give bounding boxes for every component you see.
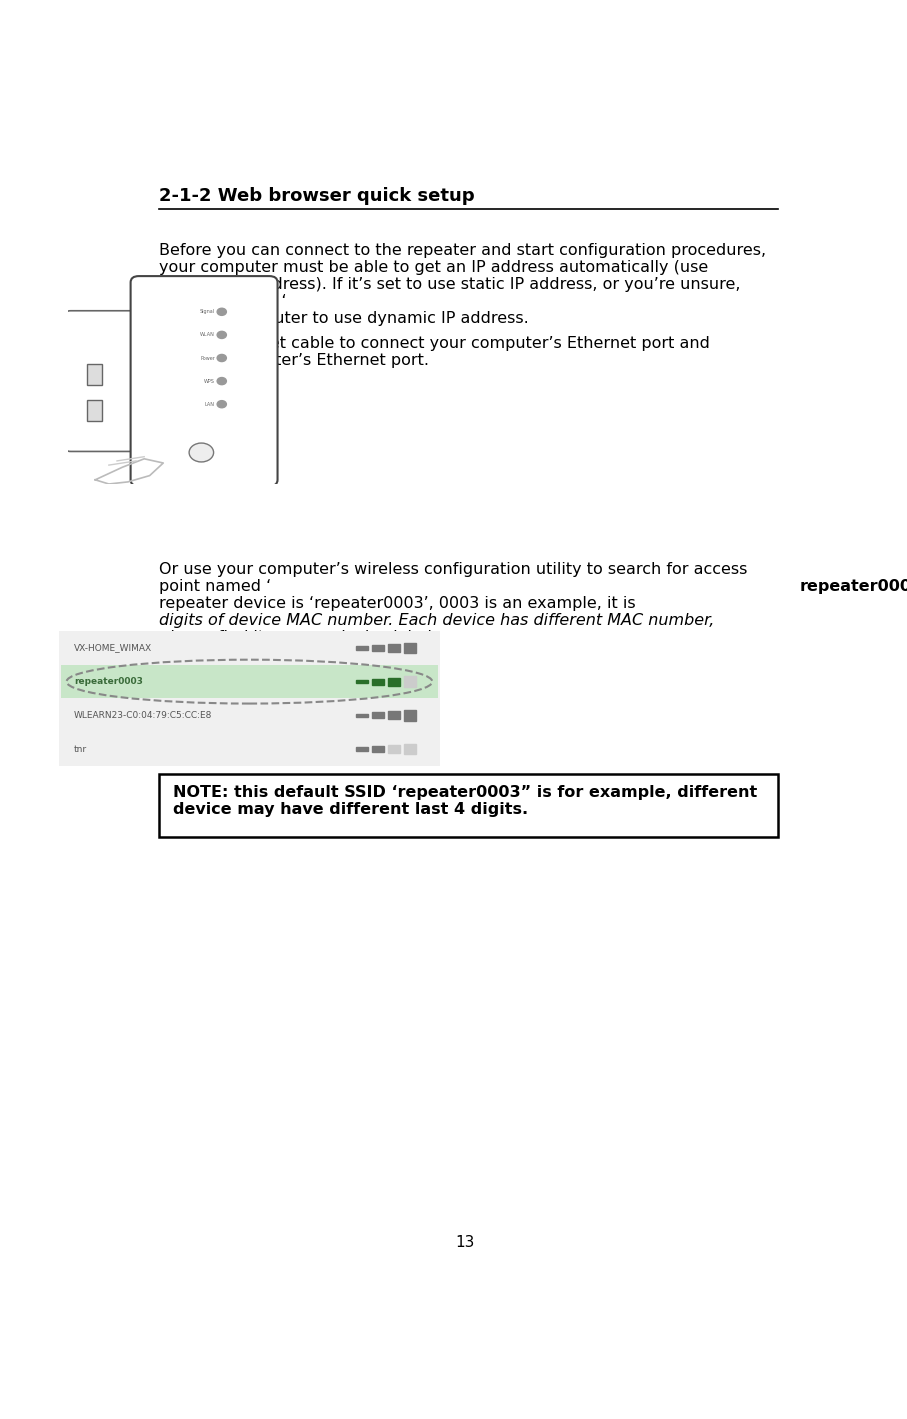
FancyBboxPatch shape xyxy=(61,666,438,698)
Text: Before you can connect to the repeater and start configuration procedures,: Before you can connect to the repeater a… xyxy=(159,244,766,258)
Bar xyxy=(405,677,415,687)
Text: WPS: WPS xyxy=(204,379,215,383)
Text: set your computer to use dynamic IP address.: set your computer to use dynamic IP addr… xyxy=(159,311,529,326)
Bar xyxy=(372,646,384,651)
Bar xyxy=(405,710,415,721)
Bar xyxy=(356,680,367,684)
FancyBboxPatch shape xyxy=(63,311,165,451)
Bar xyxy=(87,400,102,421)
Text: tnr: tnr xyxy=(74,745,87,753)
Text: 2-1-2 Web browser quick setup: 2-1-2 Web browser quick setup xyxy=(159,187,474,206)
Bar xyxy=(356,646,367,650)
Circle shape xyxy=(190,443,214,463)
Circle shape xyxy=(217,377,227,385)
Bar xyxy=(388,644,399,651)
Text: Power: Power xyxy=(200,356,215,360)
Circle shape xyxy=(217,308,227,315)
Bar xyxy=(388,745,399,753)
Text: point named ‘: point named ‘ xyxy=(159,579,271,595)
Bar xyxy=(388,677,399,685)
FancyBboxPatch shape xyxy=(59,631,440,766)
Text: Signal: Signal xyxy=(200,309,215,314)
Text: repeater0003: repeater0003 xyxy=(74,677,143,687)
Bar xyxy=(372,746,384,752)
Circle shape xyxy=(217,400,227,407)
Text: digits of device MAC number. Each device has different MAC number,: digits of device MAC number. Each device… xyxy=(159,613,715,629)
Text: dynamic IP address). If it’s set to use static IP address, or you’re unsure,: dynamic IP address). If it’s set to use … xyxy=(159,277,740,292)
Text: 13: 13 xyxy=(455,1235,474,1250)
Bar xyxy=(372,678,384,684)
Text: NOTE: this default SSID ‘repeater0003” is for example, different: NOTE: this default SSID ‘repeater0003” i… xyxy=(173,785,757,800)
Text: your computer must be able to get an IP address automatically (use: your computer must be able to get an IP … xyxy=(159,260,708,275)
Text: please refer to ‘: please refer to ‘ xyxy=(159,294,287,309)
Text: repeater device is ‘repeater0003’, 0003 is an example, it is: repeater device is ‘repeater0003’, 0003 … xyxy=(159,596,641,612)
Text: WLAN: WLAN xyxy=(200,332,215,338)
Text: device may have different last 4 digits.: device may have different last 4 digits. xyxy=(173,802,528,817)
Bar xyxy=(372,712,384,718)
Text: (1)Use Ethernet cable to connect your computer’s Ethernet port and: (1)Use Ethernet cable to connect your co… xyxy=(159,336,710,350)
Text: wireless repeater’s Ethernet port.: wireless repeater’s Ethernet port. xyxy=(159,353,429,368)
Text: WLEARN23-C0:04:79:C5:CC:E8: WLEARN23-C0:04:79:C5:CC:E8 xyxy=(74,711,212,719)
FancyBboxPatch shape xyxy=(159,773,777,837)
Bar xyxy=(405,643,415,653)
Text: please find it on your device label.: please find it on your device label. xyxy=(159,630,436,646)
Bar xyxy=(405,744,415,755)
Text: VX-HOME_WIMAX: VX-HOME_WIMAX xyxy=(74,643,152,653)
Bar xyxy=(356,714,367,717)
Bar xyxy=(388,711,399,719)
Bar xyxy=(356,748,367,751)
Bar xyxy=(87,365,102,386)
Circle shape xyxy=(217,355,227,362)
FancyBboxPatch shape xyxy=(131,277,278,487)
Text: LAN: LAN xyxy=(205,402,215,407)
Circle shape xyxy=(217,331,227,339)
Text: Or use your computer’s wireless configuration utility to search for access: Or use your computer’s wireless configur… xyxy=(159,562,747,578)
Text: repeater0003: repeater0003 xyxy=(800,579,907,595)
